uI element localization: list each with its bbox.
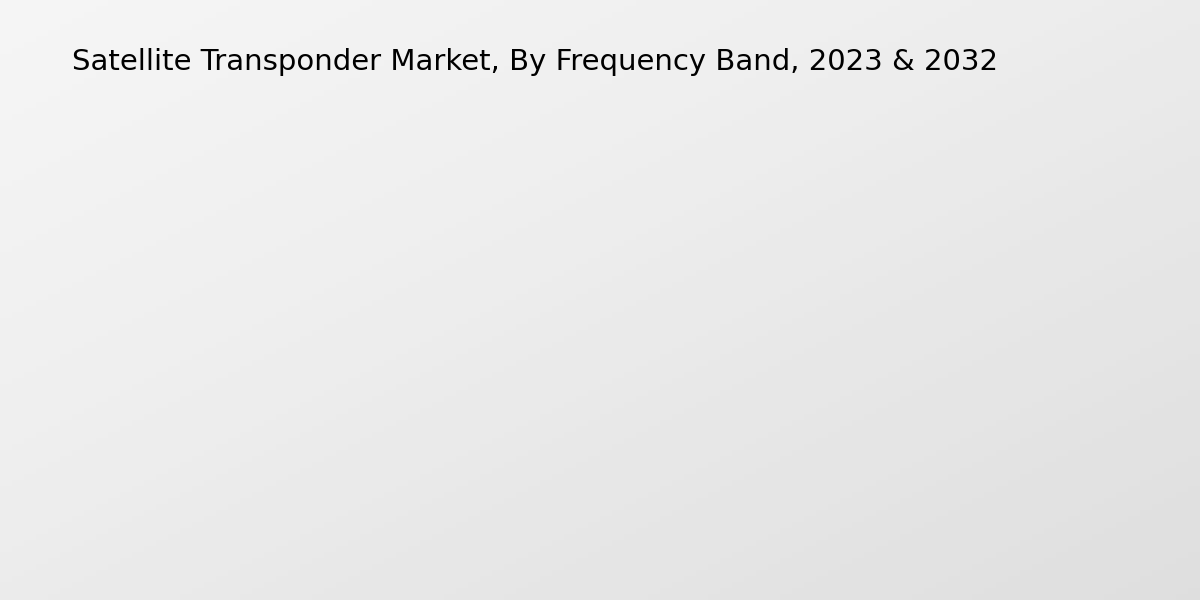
Text: 1.25: 1.25 xyxy=(139,457,178,472)
Y-axis label: Market Size in USD Billion: Market Size in USD Billion xyxy=(67,208,85,440)
Bar xyxy=(238,452,320,540)
Bar xyxy=(155,476,238,540)
Bar xyxy=(1010,242,1093,540)
Bar xyxy=(752,190,835,540)
Legend: 2023, 2032: 2023, 2032 xyxy=(940,39,1142,72)
Bar xyxy=(413,388,496,540)
Text: Satellite Transponder Market, By Frequency Band, 2023 & 2032: Satellite Transponder Market, By Frequen… xyxy=(72,48,998,76)
Bar xyxy=(496,342,577,540)
Bar xyxy=(928,311,1010,540)
Bar xyxy=(671,276,752,540)
